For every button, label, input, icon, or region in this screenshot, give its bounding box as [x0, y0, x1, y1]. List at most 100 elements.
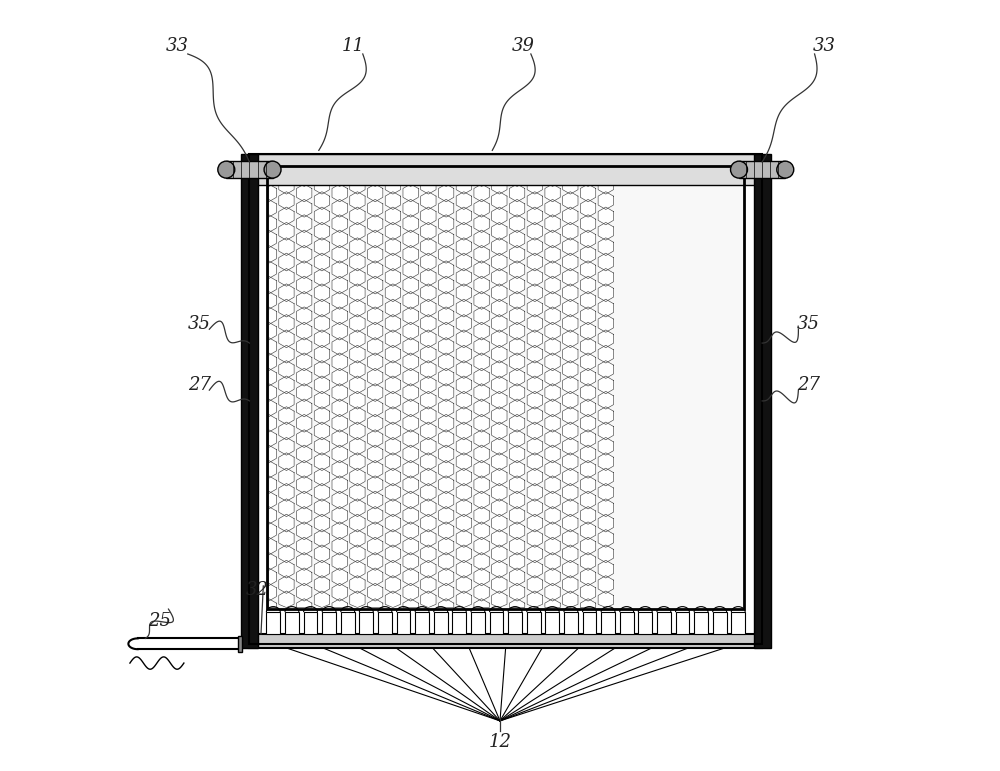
- Polygon shape: [297, 276, 312, 294]
- Polygon shape: [279, 361, 294, 379]
- Polygon shape: [385, 237, 401, 255]
- Polygon shape: [367, 399, 383, 417]
- Polygon shape: [492, 222, 507, 240]
- Polygon shape: [332, 291, 347, 309]
- Polygon shape: [438, 167, 454, 171]
- Polygon shape: [527, 207, 543, 225]
- Polygon shape: [297, 460, 312, 478]
- Polygon shape: [350, 453, 365, 470]
- Polygon shape: [297, 445, 312, 463]
- Polygon shape: [509, 200, 525, 217]
- Polygon shape: [350, 514, 365, 532]
- Polygon shape: [367, 230, 383, 247]
- Polygon shape: [367, 276, 383, 294]
- Polygon shape: [279, 299, 294, 317]
- Polygon shape: [314, 499, 330, 517]
- Polygon shape: [314, 422, 330, 439]
- Polygon shape: [314, 437, 330, 455]
- Polygon shape: [350, 392, 365, 409]
- Polygon shape: [385, 545, 401, 563]
- Polygon shape: [269, 553, 276, 571]
- Polygon shape: [350, 299, 365, 317]
- Bar: [583, 612, 596, 634]
- Polygon shape: [269, 169, 276, 187]
- Polygon shape: [563, 561, 578, 578]
- Polygon shape: [563, 222, 578, 240]
- Polygon shape: [332, 169, 347, 187]
- Polygon shape: [385, 315, 401, 332]
- Polygon shape: [580, 491, 596, 509]
- Polygon shape: [545, 399, 560, 417]
- Polygon shape: [456, 561, 472, 578]
- Polygon shape: [269, 200, 276, 217]
- Polygon shape: [279, 591, 294, 608]
- Text: 39: 39: [512, 37, 535, 56]
- Text: 35: 35: [797, 315, 820, 333]
- Polygon shape: [350, 315, 365, 332]
- Polygon shape: [403, 584, 418, 601]
- Polygon shape: [598, 437, 613, 455]
- Polygon shape: [598, 284, 613, 301]
- Polygon shape: [332, 414, 347, 432]
- Polygon shape: [385, 222, 401, 240]
- Polygon shape: [421, 483, 436, 501]
- Polygon shape: [385, 437, 401, 455]
- Polygon shape: [385, 207, 401, 225]
- Polygon shape: [509, 537, 525, 555]
- Bar: [452, 612, 466, 634]
- Polygon shape: [474, 169, 489, 187]
- Polygon shape: [509, 399, 525, 417]
- Polygon shape: [580, 384, 596, 402]
- Polygon shape: [474, 384, 489, 402]
- Polygon shape: [456, 591, 472, 608]
- Polygon shape: [563, 345, 578, 363]
- Polygon shape: [421, 453, 436, 470]
- Polygon shape: [385, 177, 401, 194]
- Polygon shape: [314, 330, 330, 348]
- Polygon shape: [403, 215, 418, 233]
- Polygon shape: [403, 184, 418, 202]
- Polygon shape: [403, 507, 418, 524]
- Polygon shape: [403, 491, 418, 509]
- Polygon shape: [456, 345, 472, 363]
- Polygon shape: [580, 429, 596, 447]
- Polygon shape: [332, 200, 347, 217]
- Polygon shape: [580, 167, 596, 171]
- Polygon shape: [279, 514, 294, 532]
- Bar: [527, 612, 541, 634]
- Polygon shape: [403, 322, 418, 340]
- Polygon shape: [474, 445, 489, 463]
- Polygon shape: [385, 192, 401, 210]
- Bar: [754, 154, 771, 648]
- Polygon shape: [474, 460, 489, 478]
- Polygon shape: [350, 422, 365, 439]
- Polygon shape: [438, 476, 454, 493]
- Bar: [249, 154, 762, 185]
- Polygon shape: [438, 399, 454, 417]
- Polygon shape: [527, 483, 543, 501]
- Text: 25: 25: [148, 611, 171, 630]
- Polygon shape: [545, 245, 560, 263]
- Polygon shape: [350, 376, 365, 394]
- Polygon shape: [385, 253, 401, 271]
- Polygon shape: [580, 598, 596, 608]
- Polygon shape: [509, 414, 525, 432]
- Polygon shape: [545, 276, 560, 294]
- Polygon shape: [421, 177, 436, 194]
- Polygon shape: [492, 268, 507, 286]
- Polygon shape: [492, 253, 507, 271]
- Polygon shape: [269, 369, 276, 386]
- Polygon shape: [545, 522, 560, 540]
- Polygon shape: [421, 437, 436, 455]
- Polygon shape: [492, 514, 507, 532]
- Polygon shape: [598, 299, 613, 317]
- Polygon shape: [456, 437, 472, 455]
- Polygon shape: [403, 414, 418, 432]
- Polygon shape: [438, 522, 454, 540]
- Polygon shape: [332, 491, 347, 509]
- Polygon shape: [403, 291, 418, 309]
- Polygon shape: [474, 507, 489, 524]
- Text: 11: 11: [342, 37, 365, 56]
- Polygon shape: [350, 330, 365, 348]
- Polygon shape: [385, 591, 401, 608]
